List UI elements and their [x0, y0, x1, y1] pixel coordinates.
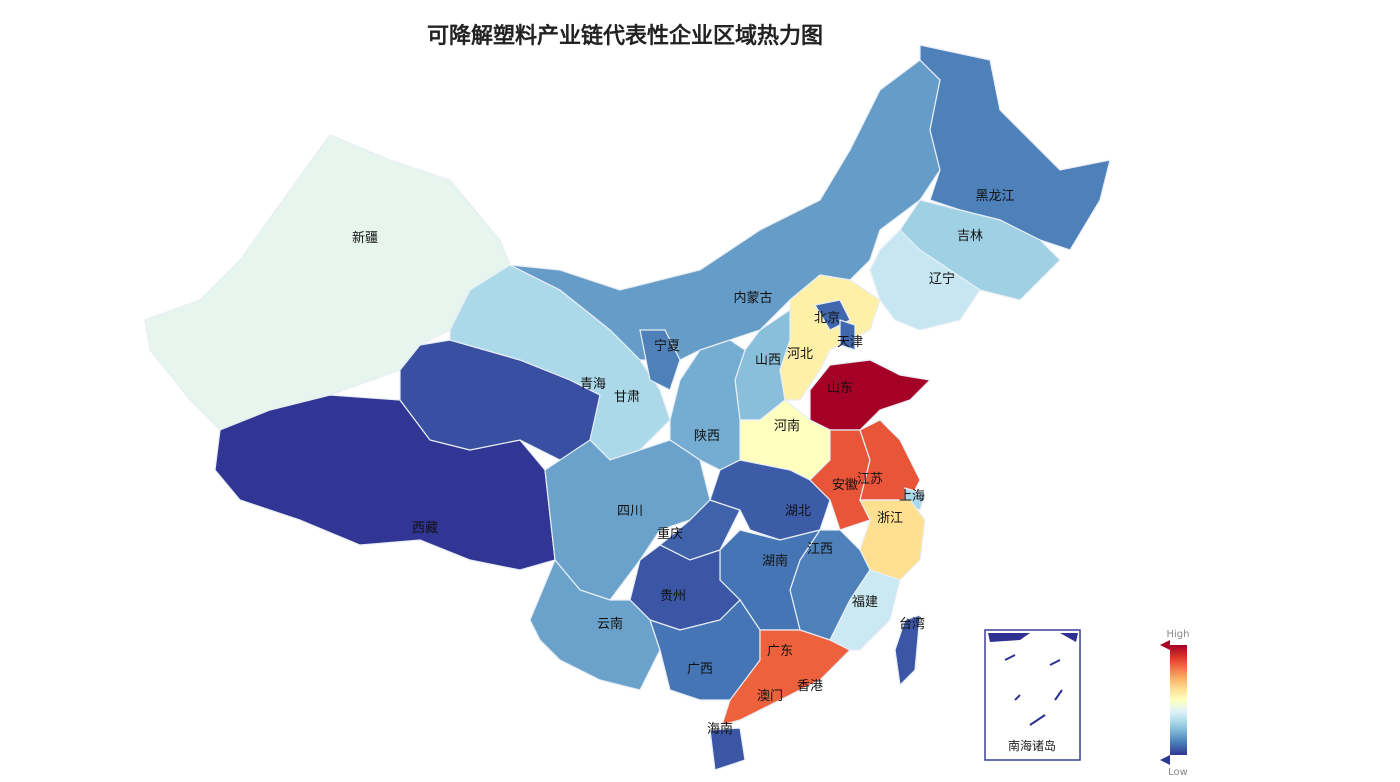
region-label: 西藏	[412, 521, 438, 536]
region-label: 天津	[837, 335, 863, 350]
region-label: 新疆	[352, 230, 378, 246]
legend-low-label: Low	[1168, 767, 1188, 778]
region-label: 北京	[814, 311, 840, 326]
region-label: 青海	[580, 377, 606, 392]
region-label: 广东	[767, 644, 793, 659]
region-label: 内蒙古	[733, 290, 772, 306]
region-label: 河南	[774, 418, 800, 434]
region-label: 重庆	[657, 526, 683, 542]
region-label: 湖北	[785, 504, 811, 519]
region-26[interactable]	[529, 558, 661, 691]
region-label: 山东	[827, 381, 853, 396]
region-label: 上海	[899, 489, 925, 504]
region-30[interactable]	[894, 614, 921, 687]
region-label: 香港	[797, 679, 823, 694]
region-4[interactable]	[509, 59, 941, 361]
region-label: 辽宁	[929, 271, 955, 287]
region-29[interactable]	[829, 569, 901, 651]
region-label: 宁夏	[654, 338, 680, 354]
region-label: 贵州	[660, 589, 686, 604]
legend-high-handle[interactable]	[1160, 640, 1170, 650]
region-label: 黑龙江	[975, 189, 1014, 204]
region-label: 广西	[687, 662, 713, 677]
region-label: 澳门	[757, 688, 783, 704]
inset-label: 南海诸岛	[1008, 738, 1056, 753]
region-label: 江西	[807, 542, 833, 557]
region-label: 河北	[787, 347, 813, 362]
region-label: 浙江	[877, 511, 903, 526]
region-10[interactable]	[839, 319, 856, 351]
region-label: 江苏	[857, 471, 883, 487]
region-label: 云南	[597, 616, 623, 632]
legend-low-handle[interactable]	[1160, 755, 1170, 765]
visual-map-legend[interactable]: High Low	[1160, 629, 1189, 778]
region-label: 海南	[707, 721, 733, 737]
region-28[interactable]	[721, 629, 852, 726]
region-15[interactable]	[639, 329, 681, 391]
region-label: 甘肃	[614, 390, 640, 405]
region-label: 台湾	[899, 616, 925, 632]
region-label: 山西	[755, 353, 781, 368]
region-label: 福建	[852, 595, 878, 610]
region-label: 安徽	[832, 478, 858, 493]
region-label: 吉林	[957, 229, 983, 244]
region-7[interactable]	[869, 229, 981, 331]
region-label: 湖南	[762, 553, 788, 569]
south-china-sea-inset: 南海诸岛	[984, 629, 1081, 761]
region-label: 四川	[617, 504, 643, 519]
legend-high-label: High	[1167, 629, 1190, 640]
region-31[interactable]	[709, 727, 746, 771]
map-title: 可降解塑料产业链代表性企业区域热力图	[426, 24, 823, 49]
region-label: 陕西	[694, 429, 720, 444]
